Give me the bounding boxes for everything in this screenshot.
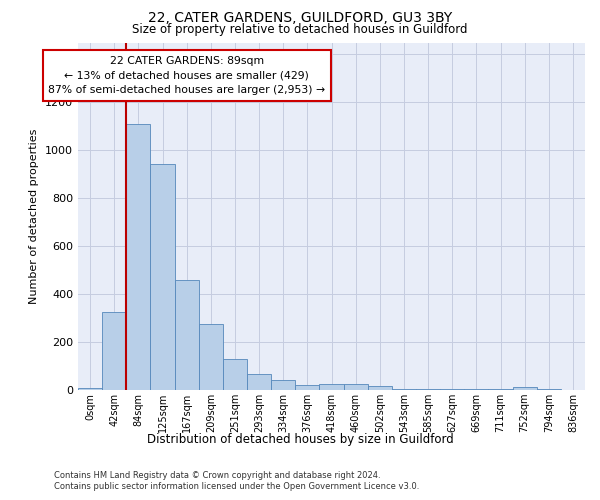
Bar bbox=[512, 387, 537, 390]
Text: Size of property relative to detached houses in Guildford: Size of property relative to detached ho… bbox=[132, 22, 468, 36]
Bar bbox=[126, 124, 151, 390]
Text: Contains public sector information licensed under the Open Government Licence v3: Contains public sector information licen… bbox=[54, 482, 419, 491]
Bar bbox=[223, 359, 247, 390]
Bar bbox=[295, 384, 319, 390]
Text: Contains HM Land Registry data © Crown copyright and database right 2024.: Contains HM Land Registry data © Crown c… bbox=[54, 471, 380, 480]
Bar bbox=[368, 386, 392, 390]
Bar bbox=[102, 312, 126, 390]
Bar bbox=[488, 389, 512, 390]
Bar bbox=[537, 389, 561, 390]
Bar bbox=[271, 380, 295, 390]
Y-axis label: Number of detached properties: Number of detached properties bbox=[29, 128, 40, 304]
Bar bbox=[151, 164, 175, 390]
Bar bbox=[199, 324, 223, 390]
Bar bbox=[464, 389, 488, 390]
Bar bbox=[247, 374, 271, 390]
Text: 22 CATER GARDENS: 89sqm
← 13% of detached houses are smaller (429)
87% of semi-d: 22 CATER GARDENS: 89sqm ← 13% of detache… bbox=[48, 56, 325, 96]
Bar bbox=[78, 388, 102, 390]
Bar bbox=[319, 384, 344, 390]
Text: Distribution of detached houses by size in Guildford: Distribution of detached houses by size … bbox=[146, 432, 454, 446]
Bar bbox=[175, 280, 199, 390]
Bar bbox=[344, 384, 368, 390]
Bar bbox=[416, 389, 440, 390]
Bar bbox=[392, 389, 416, 390]
Text: 22, CATER GARDENS, GUILDFORD, GU3 3BY: 22, CATER GARDENS, GUILDFORD, GU3 3BY bbox=[148, 11, 452, 25]
Bar bbox=[440, 389, 464, 390]
